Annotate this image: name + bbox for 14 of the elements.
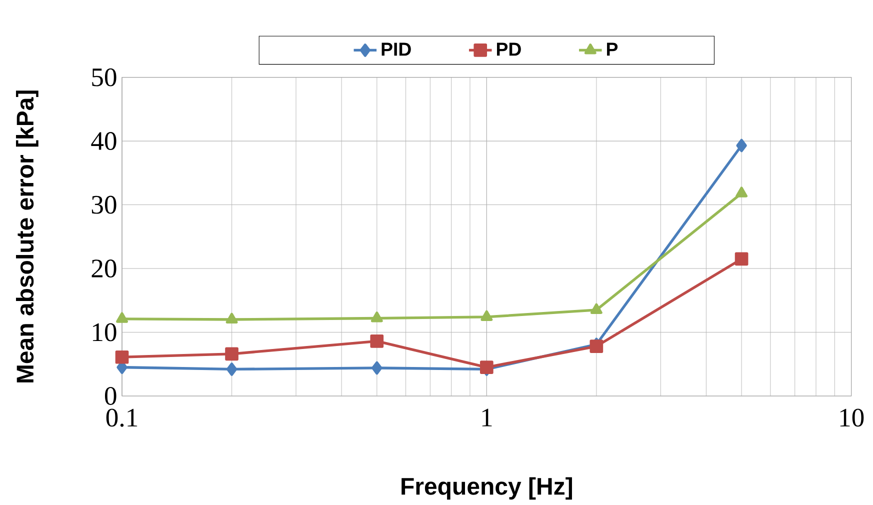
y-tick-label: 30 (92, 196, 116, 214)
y-tick-label: 50 (92, 68, 116, 86)
y-tick-label: 40 (91, 132, 116, 150)
legend-label: P (607, 42, 618, 56)
legend-label: PID (382, 42, 411, 56)
y-tick-label: 20 (92, 260, 116, 278)
x-tick-label: 1 (482, 408, 492, 426)
x-tick-label: 10 (840, 408, 864, 427)
x-tick-label: 0.1 (106, 408, 138, 427)
legend-label: PD (497, 42, 521, 56)
y-axis-title: Mean absolute error [kPa] (16, 90, 38, 382)
y-tick-label: 0 (104, 386, 116, 405)
y-tick-label: 10 (92, 323, 116, 342)
x-axis-title: Frequency [Hz] (402, 477, 572, 500)
